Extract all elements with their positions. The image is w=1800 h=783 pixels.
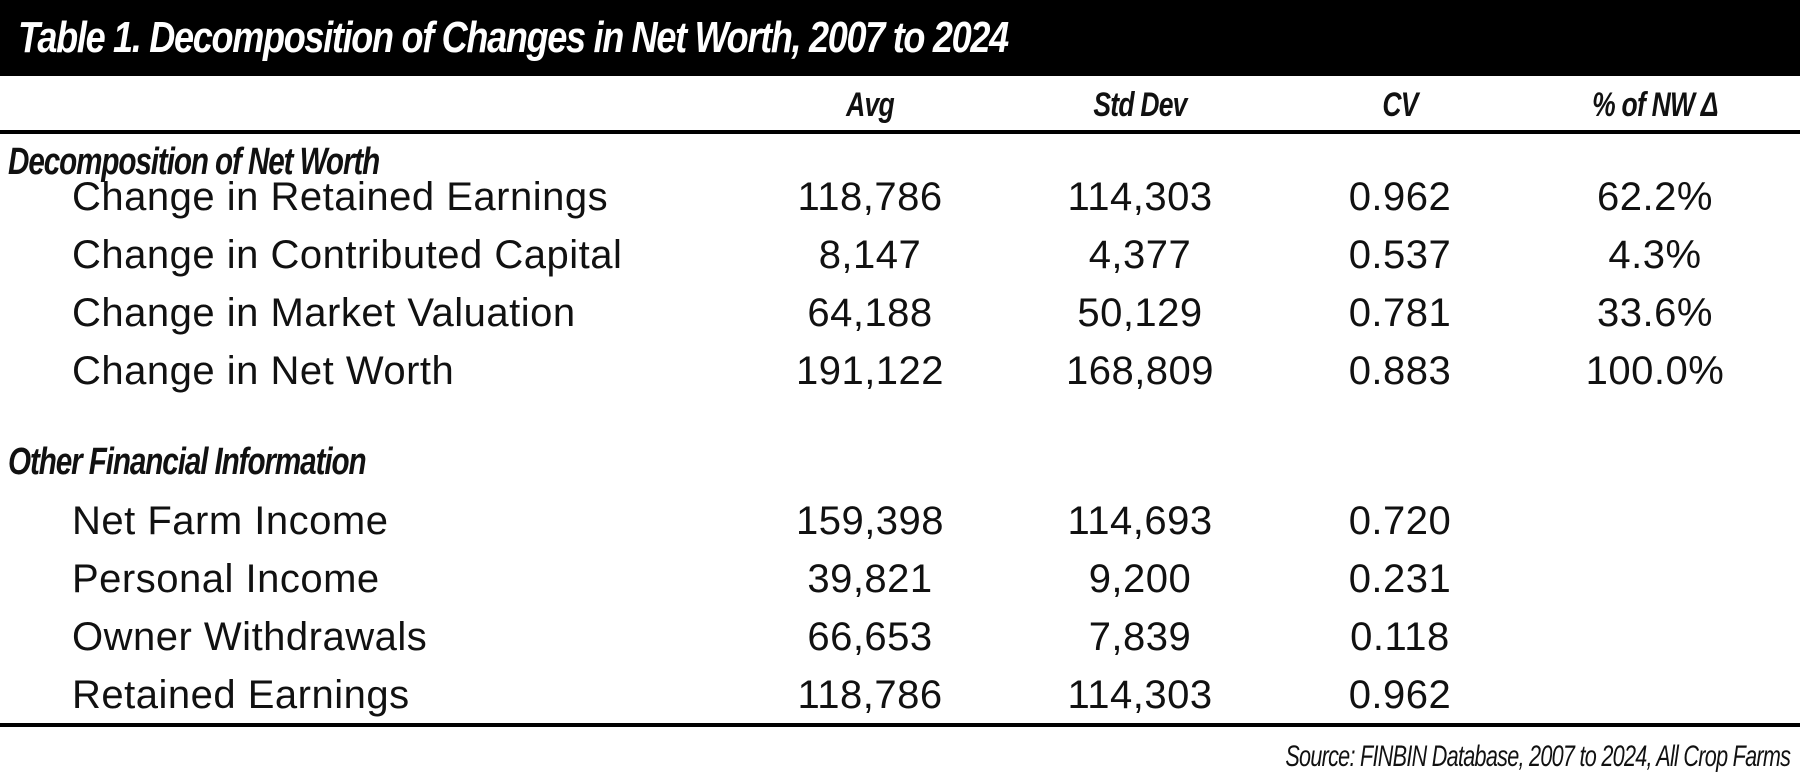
cell-std-dev: 50,129 (1077, 291, 1203, 335)
table-row: Personal Income 39,821 9,200 0.231 (0, 550, 1800, 608)
cell-std-dev: 168,809 (1065, 349, 1215, 393)
cell-avg: 191,122 (795, 349, 945, 393)
section-heading-decomposition: Decomposition of Net Worth (8, 141, 380, 183)
row-label: Change in Market Valuation (72, 291, 576, 335)
cell-pct (1550, 492, 1760, 550)
table-row: Owner Withdrawals 66,653 7,839 0.118 (0, 608, 1800, 666)
cell-pct (1550, 666, 1760, 724)
table-row: Change in Net Worth 191,122 168,809 0.88… (0, 342, 1800, 400)
table-header-row: Avg Std Dev CV % of NW Δ (0, 76, 1800, 134)
cell-std-dev: 7,839 (1088, 615, 1192, 659)
cell-avg: 66,653 (807, 615, 933, 659)
cell-cv: 0.781 (1348, 291, 1452, 335)
cell-cv: 0.537 (1348, 233, 1452, 277)
table-row: Change in Contributed Capital 8,147 4,37… (0, 226, 1800, 284)
cell-std-dev: 114,303 (1067, 175, 1213, 219)
cell-std-dev: 4,377 (1088, 233, 1192, 277)
cell-pct: 62.2% (1597, 175, 1713, 219)
column-header-avg: Avg (846, 86, 895, 124)
cell-std-dev: 114,693 (1067, 499, 1213, 543)
row-label: Retained Earnings (72, 673, 410, 717)
row-label: Change in Retained Earnings (72, 175, 609, 219)
cell-std-dev: 114,303 (1067, 673, 1213, 717)
cell-pct (1550, 608, 1760, 666)
row-label: Owner Withdrawals (72, 615, 428, 659)
table-title: Table 1. Decomposition of Changes in Net… (18, 13, 1009, 62)
cell-avg: 8,147 (818, 233, 922, 277)
table-title-bar: Table 1. Decomposition of Changes in Net… (0, 0, 1800, 76)
cell-cv: 0.231 (1348, 557, 1452, 601)
cell-pct: 4.3% (1608, 233, 1702, 277)
cell-cv: 0.962 (1348, 175, 1452, 219)
table-bottom-rule (0, 723, 1800, 727)
cell-cv: 0.962 (1348, 673, 1452, 717)
table-row: Retained Earnings 118,786 114,303 0.962 (0, 666, 1800, 724)
cell-pct (1550, 550, 1760, 608)
table-row: Net Farm Income 159,398 114,693 0.720 (0, 492, 1800, 550)
section-heading-other-financial: Other Financial Information (8, 441, 367, 483)
row-label: Net Farm Income (72, 499, 389, 543)
cell-avg: 39,821 (807, 557, 933, 601)
row-label: Change in Contributed Capital (72, 233, 623, 277)
table-row: Change in Market Valuation 64,188 50,129… (0, 284, 1800, 342)
cell-avg: 159,398 (795, 499, 945, 543)
column-header-cv: CV (1382, 86, 1418, 124)
cell-avg: 64,188 (807, 291, 933, 335)
cell-cv: 0.883 (1348, 349, 1452, 393)
cell-pct: 33.6% (1597, 291, 1713, 335)
cell-pct: 100.0% (1585, 349, 1725, 393)
column-header-pct-nw-change: % of NW Δ (1592, 86, 1718, 124)
row-label: Change in Net Worth (72, 349, 455, 393)
cell-avg: 118,786 (797, 673, 943, 717)
row-label: Personal Income (72, 557, 380, 601)
cell-std-dev: 9,200 (1088, 557, 1192, 601)
cell-avg: 118,786 (797, 175, 943, 219)
source-note: Source: FINBIN Database, 2007 to 2024, A… (1285, 740, 1791, 773)
column-header-std-dev: Std Dev (1093, 86, 1187, 124)
table-row: Change in Retained Earnings 118,786 114,… (0, 168, 1800, 226)
cell-cv: 0.720 (1348, 499, 1452, 543)
cell-cv: 0.118 (1350, 615, 1450, 659)
